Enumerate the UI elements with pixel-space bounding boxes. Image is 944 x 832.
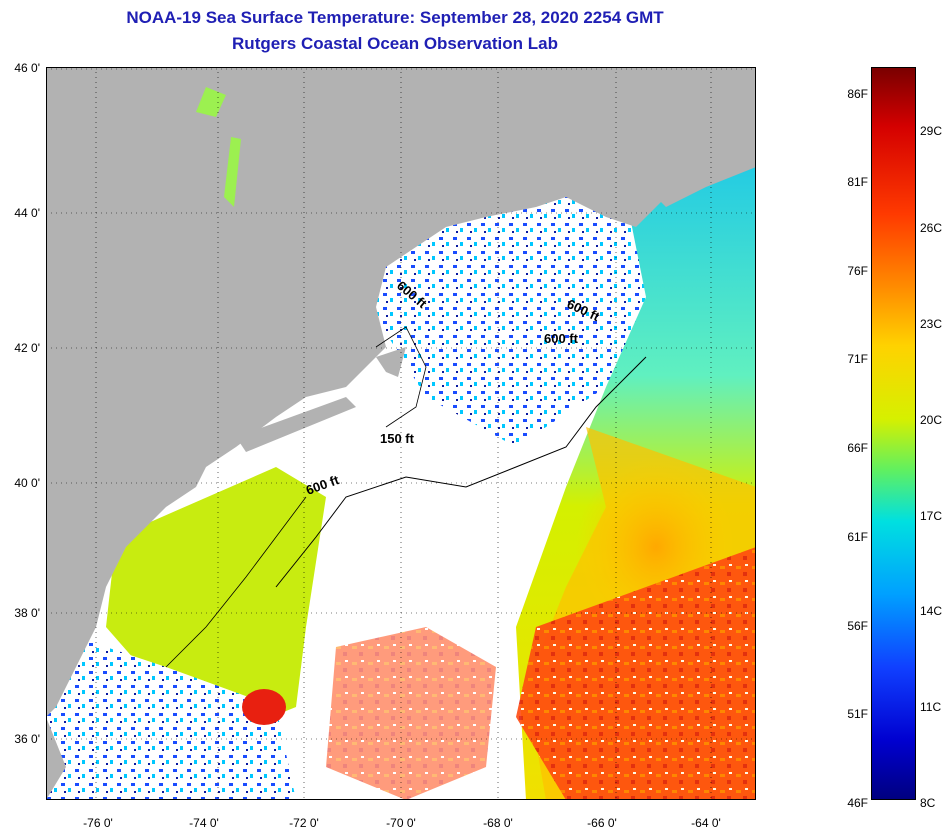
lat-label: 36 0' xyxy=(14,732,40,746)
colorbar-label-f: 66F xyxy=(847,441,868,455)
isobath-150ft xyxy=(375,326,427,428)
colorbar-gradient xyxy=(872,68,915,799)
map-subtitle: Rutgers Coastal Ocean Observation Lab xyxy=(232,34,558,53)
colorbar-label-f: 56F xyxy=(847,619,868,633)
isobath-shelf xyxy=(165,496,307,668)
land-cape-cod xyxy=(376,347,406,377)
warm-eddy-nearshore xyxy=(242,689,286,725)
lat-label: 42 0' xyxy=(14,341,40,355)
colorbar-label-f: 86F xyxy=(847,87,868,101)
lon-label: -72 0' xyxy=(289,816,319,830)
gulf-of-maine xyxy=(366,167,646,447)
colorbar-label-f: 61F xyxy=(847,530,868,544)
colorbar-label-c: 20C xyxy=(920,413,943,427)
inland-water xyxy=(224,137,241,207)
map-title: NOAA-19 Sea Surface Temperature: Septemb… xyxy=(126,8,664,27)
lat-label: 44 0' xyxy=(14,206,40,220)
lon-label: -70 0' xyxy=(386,816,416,830)
lat-label: 46 0' xyxy=(14,61,40,75)
lon-label: -74 0' xyxy=(189,816,219,830)
southern-shelf xyxy=(46,627,296,800)
inland-water xyxy=(196,87,226,117)
warm-patches xyxy=(326,627,496,800)
land-mainland xyxy=(46,67,756,717)
colorbar-label-c: 8C xyxy=(920,796,936,810)
temperature-colorbar xyxy=(871,67,916,800)
isobath-label: 600 ft xyxy=(544,331,579,346)
shelf-water xyxy=(106,467,326,727)
map-grid xyxy=(46,67,756,800)
lon-label: -66 0' xyxy=(587,816,617,830)
isobath-600ft xyxy=(275,356,647,588)
sst-map: 600 ft 600 ft 600 ft 150 ft 600 ft xyxy=(46,67,756,800)
lon-label: -64 0' xyxy=(691,816,721,830)
colorbar-label-c: 23C xyxy=(920,317,943,331)
lat-label: 38 0' xyxy=(14,606,40,620)
colorbar-label-f: 46F xyxy=(847,796,868,810)
map-frame xyxy=(46,67,756,800)
gulf-stream-core xyxy=(516,547,756,800)
land-long-island xyxy=(236,397,356,452)
isobath-label: 150 ft xyxy=(380,431,415,446)
colorbar-label-c: 26C xyxy=(920,221,943,235)
land-nova-scotia xyxy=(646,107,756,207)
colorbar-label-c: 17C xyxy=(920,509,943,523)
lon-label: -76 0' xyxy=(83,816,113,830)
lat-label: 40 0' xyxy=(14,476,40,490)
land-south xyxy=(46,717,66,800)
colorbar-label-c: 14C xyxy=(920,604,943,618)
colorbar-label-f: 81F xyxy=(847,175,868,189)
colorbar-label-c: 11C xyxy=(920,700,942,714)
lon-label: -68 0' xyxy=(483,816,513,830)
colorbar-label-f: 71F xyxy=(847,352,868,366)
colorbar-label-f: 76F xyxy=(847,264,868,278)
colorbar-label-f: 51F xyxy=(847,707,868,721)
colorbar-label-c: 29C xyxy=(920,124,943,138)
